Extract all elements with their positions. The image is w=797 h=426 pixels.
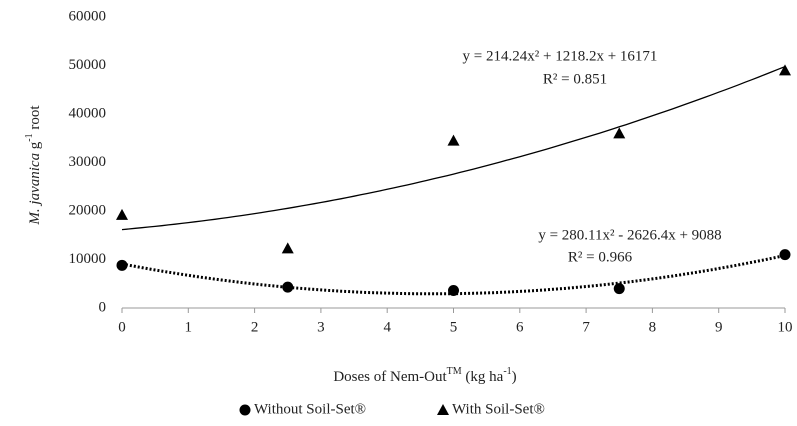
x-tick-label: 3 xyxy=(317,319,325,335)
y-tick-label: 60000 xyxy=(69,8,107,24)
y-label-part: -1 xyxy=(24,133,35,141)
x-tick-label: 7 xyxy=(582,319,590,335)
legend-label: With Soil-Set® xyxy=(452,401,545,417)
circle-point xyxy=(779,249,791,261)
x-tick-label: 8 xyxy=(649,319,657,335)
x-tick-label: 10 xyxy=(778,319,793,335)
trend-r2: R² = 0.851 xyxy=(543,71,607,87)
legend-marker xyxy=(437,404,449,415)
triangle-point xyxy=(116,208,128,220)
triangle-point xyxy=(447,134,460,146)
x-label-part: -1 xyxy=(503,366,511,377)
trend-equation: y = 214.24x² + 1218.2x + 16171 xyxy=(463,48,658,64)
y-tick-label: 10000 xyxy=(69,251,107,267)
x-tick-label: 2 xyxy=(251,319,259,335)
y-label-part: root xyxy=(27,105,43,134)
trend-equation: y = 280.11x² - 2626.4x + 9088 xyxy=(538,227,721,243)
circle-point xyxy=(282,281,294,293)
y-axis-label: M. javanica g-1 root xyxy=(24,105,43,226)
trend-line xyxy=(121,65,786,231)
triangle-point xyxy=(779,64,791,76)
x-tick-label: 5 xyxy=(450,319,458,335)
y-tick-label: 40000 xyxy=(69,105,107,121)
trend-r2: R² = 0.966 xyxy=(568,249,633,265)
x-tick-label: 1 xyxy=(185,319,193,335)
x-tick-label: 6 xyxy=(516,319,524,335)
x-tick-label: 9 xyxy=(715,319,723,335)
x-axis-label: Doses of Nem-OutTM (kg ha-1) xyxy=(333,366,516,385)
x-label-part: Doses of Nem-Out xyxy=(333,369,447,385)
legend-label: Without Soil-Set® xyxy=(254,401,366,417)
y-label-part: M. javanica xyxy=(27,153,43,226)
legend-marker xyxy=(239,404,251,416)
circle-point xyxy=(613,283,625,295)
y-tick-label: 30000 xyxy=(69,154,107,170)
triangle-point xyxy=(281,242,294,254)
x-tick-label: 4 xyxy=(383,319,391,335)
y-label-part: g xyxy=(27,141,43,153)
x-label-part: (kg ha xyxy=(462,369,504,385)
triangle-point xyxy=(613,127,626,139)
x-label-part: ) xyxy=(512,369,517,385)
trend-line xyxy=(121,254,786,296)
y-tick-label: 20000 xyxy=(69,202,107,218)
y-tick-label: 50000 xyxy=(69,57,107,73)
x-label-part: TM xyxy=(447,366,462,377)
y-tick-label: 0 xyxy=(99,299,107,315)
x-tick-label: 0 xyxy=(118,319,126,335)
